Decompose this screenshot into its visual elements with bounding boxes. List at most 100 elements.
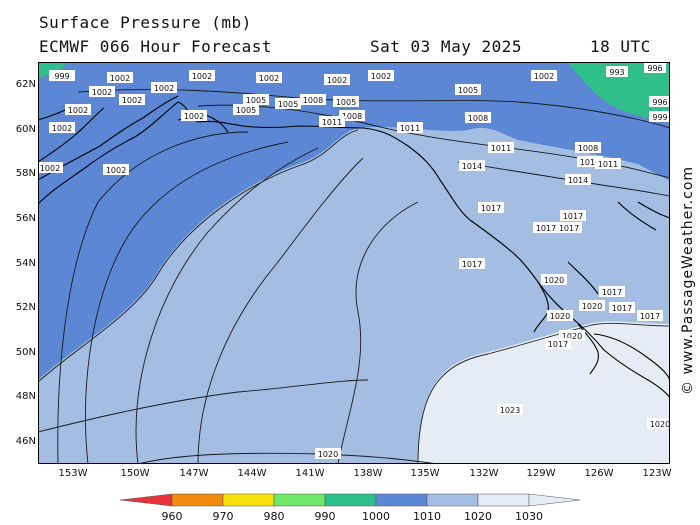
lat-tick-label: 54N [15, 258, 36, 269]
isobar-label: 1017 [640, 312, 660, 321]
lon-tick-label: 153W [58, 468, 88, 479]
legend-tip-low [119, 493, 173, 507]
isobar-label: 1020 [318, 450, 338, 459]
isobar-label: 1002 [68, 106, 88, 115]
isobar-label: 1017 [563, 212, 583, 221]
legend-swatch [171, 493, 224, 507]
legend-label: 960 [161, 510, 183, 523]
isobar-label: 1005 [458, 86, 478, 95]
legend-swatch [273, 493, 326, 507]
lat-tick-label: 48N [15, 391, 36, 402]
isobar-label: 1008 [578, 144, 598, 153]
isobar-label: 1020 [544, 276, 564, 285]
lat-tick-label: 46N [15, 436, 36, 447]
chart-title: Surface Pressure (mb) [39, 13, 252, 32]
isobar-label: 1005 [236, 106, 256, 115]
legend-label: 1010 [413, 510, 441, 523]
isobar-label: 1011 [322, 118, 342, 127]
legend-label: 1000 [362, 510, 390, 523]
isobar-label: 1017 [602, 288, 622, 297]
legend-tip-high [528, 493, 581, 507]
isobar-label: 1005 [278, 100, 298, 109]
isobar-label: 1017 [612, 304, 632, 313]
isobar-label: 1011 [400, 124, 420, 133]
lon-tick-label: 141W [295, 468, 325, 479]
lon-tick-label: 135W [410, 468, 440, 479]
lon-tick-label: 132W [469, 468, 499, 479]
lat-tick-label: 62N [15, 79, 36, 90]
lat-tick-label: 50N [15, 347, 36, 358]
isobar-label: 996 [647, 64, 662, 73]
lon-tick-label: 147W [179, 468, 209, 479]
pressure-legend [119, 493, 581, 507]
lon-tick-label: 126W [584, 468, 614, 479]
isobar-label: 1005 [246, 96, 266, 105]
lat-tick-label: 52N [15, 302, 36, 313]
isobar-label: 999 [652, 113, 667, 122]
isobar-label: 1002 [184, 112, 204, 121]
isobar-label: 1020 [562, 332, 582, 341]
lat-tick-label: 60N [15, 124, 36, 135]
isobar-label: 1008 [468, 114, 488, 123]
legend-swatch [324, 493, 377, 507]
map-frame [38, 62, 670, 464]
isobar-label: 1023 [500, 406, 520, 415]
isobar-label: 1011 [580, 158, 600, 167]
isobar-label: 1002 [154, 84, 174, 93]
isobars [38, 89, 670, 464]
lon-tick-label: 129W [526, 468, 556, 479]
legend-label: 970 [212, 510, 234, 523]
forecast-date: Sat 03 May 2025 [370, 37, 522, 56]
legend-label: 980 [263, 510, 285, 523]
isobar-label: 1017 [536, 224, 556, 233]
legend-label: 1030 [515, 510, 543, 523]
forecast-time: 18 UTC [590, 37, 651, 56]
isobar-label: 1005 [336, 98, 356, 107]
isobar-label: 1002 [122, 96, 142, 105]
isobar-label: 1008 [303, 96, 323, 105]
isobar-label: 1011 [598, 160, 618, 169]
legend-label: 990 [314, 510, 336, 523]
isobar-label: 999 [54, 72, 69, 81]
lon-tick-label: 144W [237, 468, 267, 479]
isobar-label: 996 [652, 98, 667, 107]
isobar-label: 1014 [568, 176, 588, 185]
lat-tick-label: 56N [15, 213, 36, 224]
lon-tick-label: 138W [353, 468, 383, 479]
isobar-label: 1017 [462, 260, 482, 269]
isobar-labels: 999 1002 1002 1002 1002 1002 1002 1002 1… [38, 62, 670, 459]
isobar-label: 1017 [559, 224, 579, 233]
band-990-1000-ne [568, 62, 670, 120]
band-1020-1030 [418, 321, 670, 464]
legend-label: 1020 [464, 510, 492, 523]
isobar-label: 1002 [259, 74, 279, 83]
isobar-label: 1008 [342, 112, 362, 121]
isobar-label: 1017 [481, 204, 501, 213]
isobar-label: 1020 [582, 302, 602, 311]
isobar-label: 1002 [40, 164, 60, 173]
lon-tick-label: 123W [642, 468, 672, 479]
isobar-label: 1002 [52, 124, 72, 133]
isobar-label: 1002 [92, 88, 112, 97]
isobar-label: 1002 [106, 166, 126, 175]
isobar-label: 1002 [534, 72, 554, 81]
legend-swatch [426, 493, 479, 507]
legend-swatch [222, 493, 275, 507]
isobar-label: 1002 [110, 74, 130, 83]
lat-tick-label: 58N [15, 168, 36, 179]
isobar-label: 1002 [192, 72, 212, 81]
legend-swatch [375, 493, 428, 507]
pressure-map: 999 1002 1002 1002 1002 1002 1002 1002 1… [38, 62, 670, 464]
isobar-label: 1002 [371, 72, 391, 81]
site-credit: © www.PassageWeather.com [680, 165, 696, 395]
isobar-label: 1020 [550, 312, 570, 321]
lon-tick-label: 150W [120, 468, 150, 479]
isobar-label: 1020 [650, 420, 670, 429]
isobar-label: 1014 [462, 162, 482, 171]
isobar-label: 993 [609, 68, 624, 77]
isobar-label: 1017 [548, 340, 568, 349]
isobar-label: 1011 [491, 144, 511, 153]
model-run: ECMWF 066 Hour Forecast [39, 37, 273, 56]
legend-swatch [477, 493, 530, 507]
isobar-label: 1002 [327, 76, 347, 85]
